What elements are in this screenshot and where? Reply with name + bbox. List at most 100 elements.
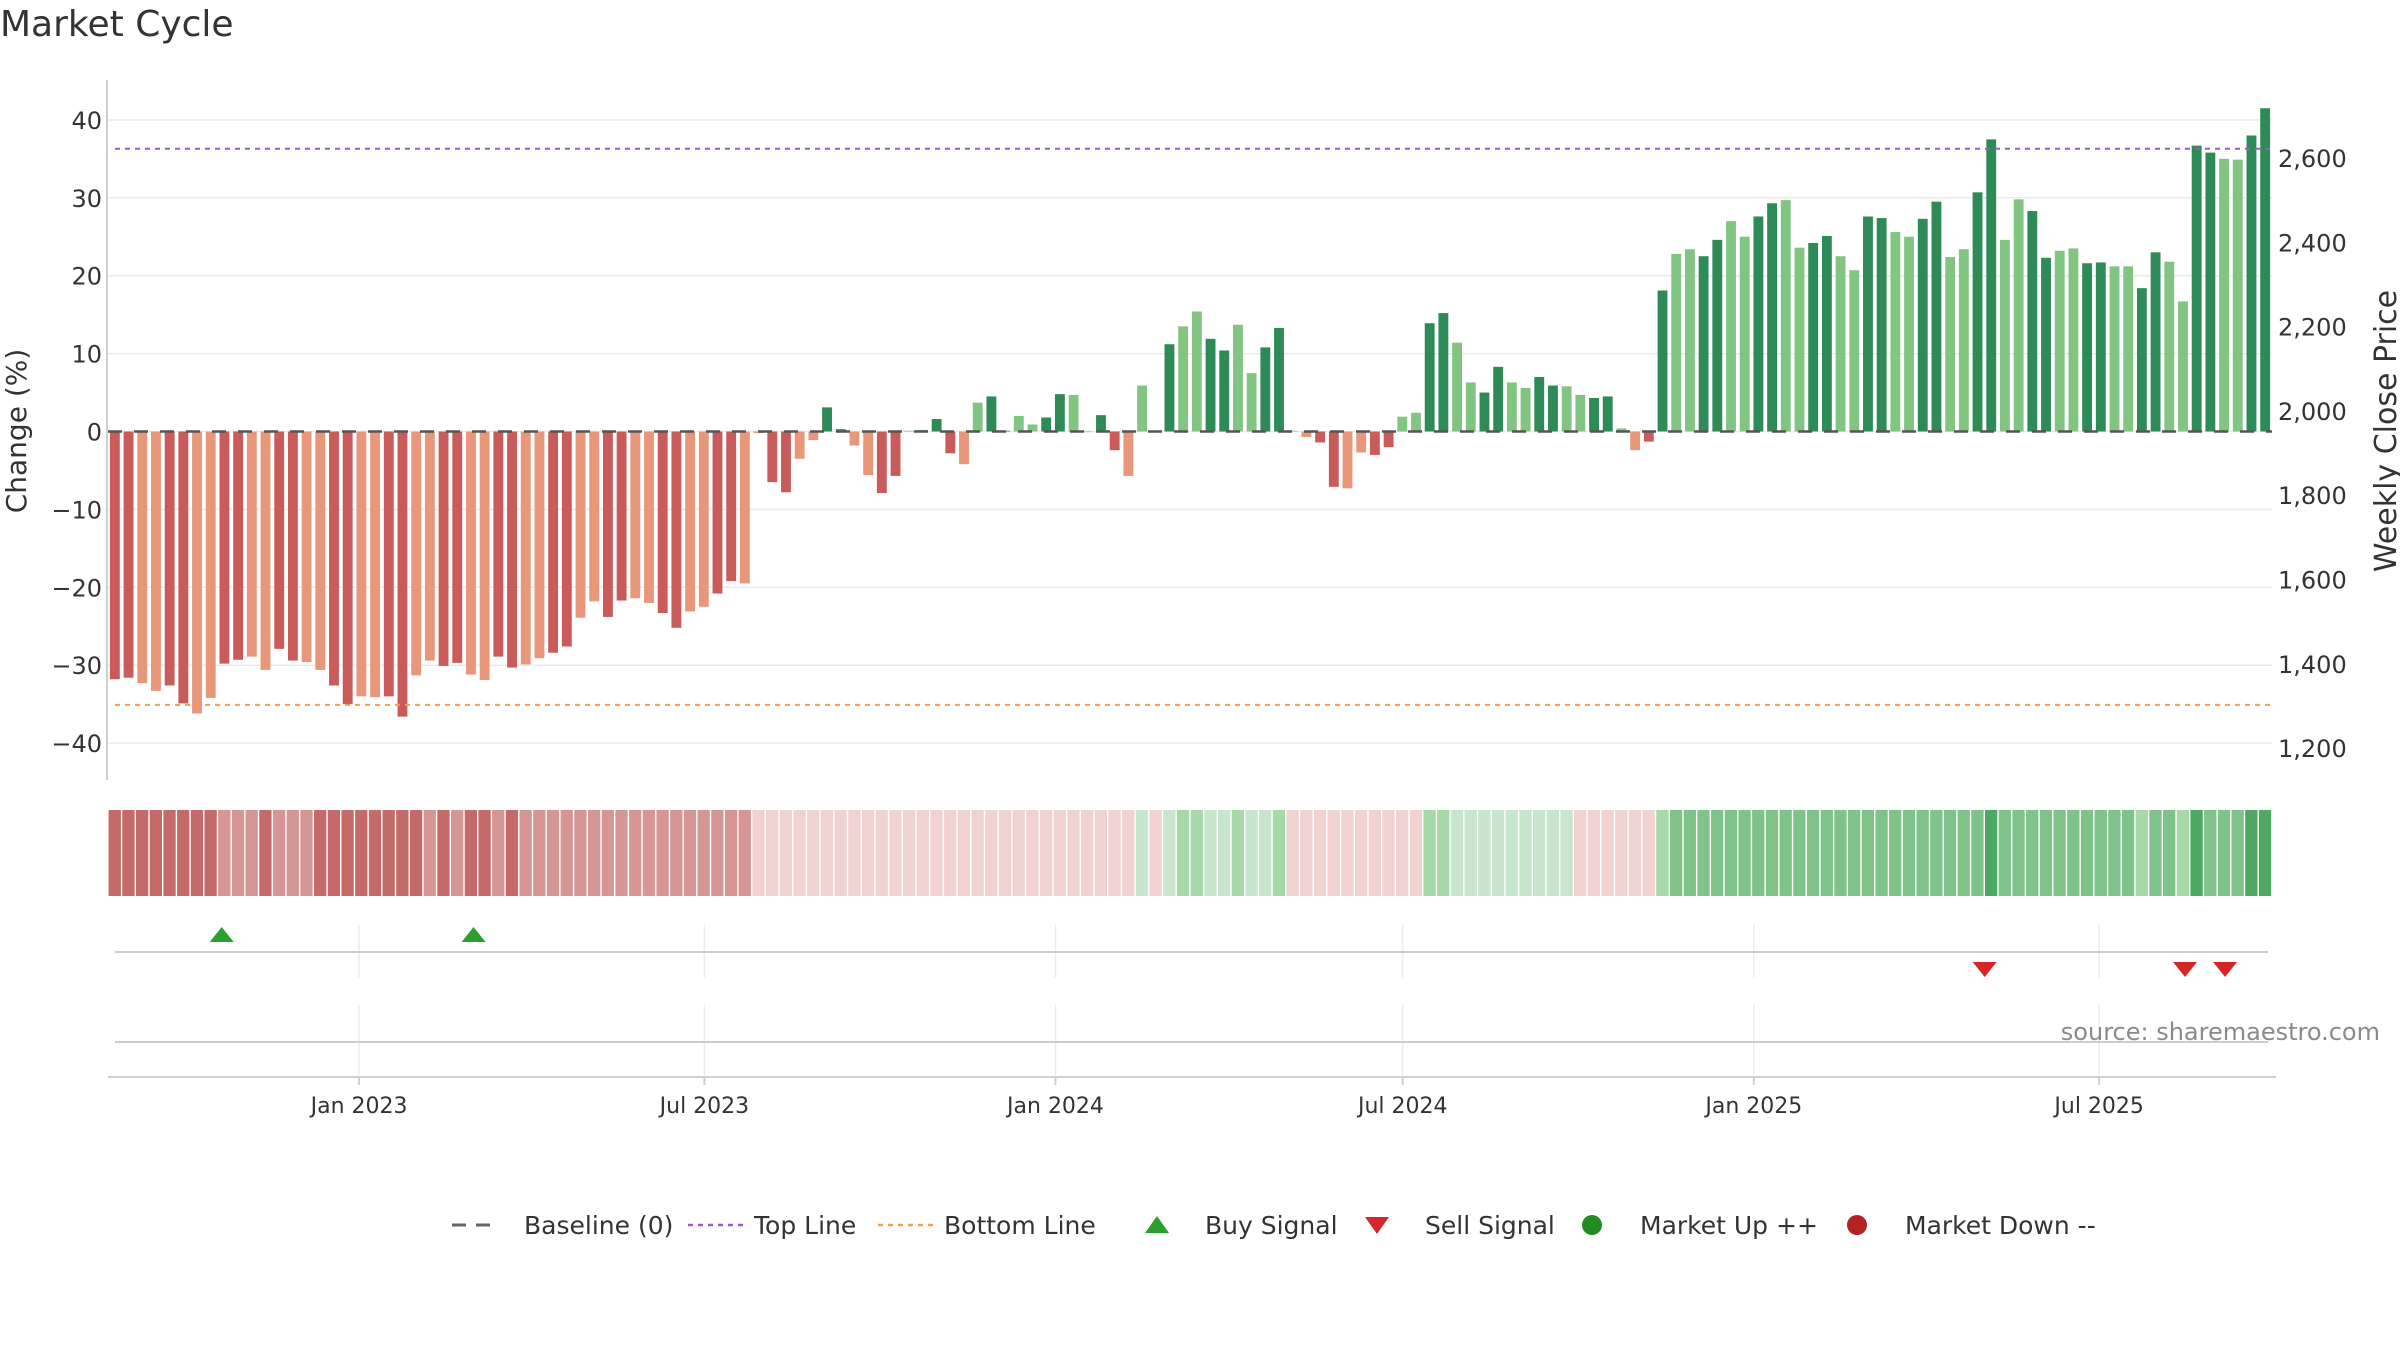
bar xyxy=(1986,139,1997,432)
bar xyxy=(1753,216,1764,432)
regime-cell xyxy=(1984,810,1998,896)
regime-cell xyxy=(492,810,505,896)
regime-cell xyxy=(724,810,738,896)
bar xyxy=(2205,152,2216,432)
bar xyxy=(630,431,641,599)
bar xyxy=(192,431,202,714)
bar xyxy=(1411,412,1421,432)
bar xyxy=(1178,326,1189,432)
bar xyxy=(1616,428,1627,432)
regime-cell xyxy=(1656,810,1669,896)
bar xyxy=(507,431,517,668)
bar xyxy=(781,431,791,493)
regime-cell xyxy=(711,810,724,896)
bar xyxy=(151,431,161,691)
regime-cell xyxy=(902,810,916,896)
bar xyxy=(452,431,463,663)
bar xyxy=(1397,416,1408,432)
bar xyxy=(863,431,874,476)
regime-cell xyxy=(2080,810,2094,896)
regime-cell xyxy=(779,810,793,896)
regime-cell xyxy=(245,810,258,896)
bar xyxy=(1260,347,1271,432)
regime-cell xyxy=(177,810,190,896)
regime-cell xyxy=(944,810,957,896)
bar xyxy=(356,431,367,697)
bar xyxy=(712,431,723,594)
regime-cell xyxy=(423,810,436,896)
regime-cell xyxy=(546,810,560,896)
regime-cell xyxy=(108,810,121,896)
x-tick-label: Jan 2024 xyxy=(1005,1094,1104,1119)
regime-cell xyxy=(1752,810,1765,896)
regime-cell xyxy=(1779,810,1792,896)
regime-cell xyxy=(218,810,231,896)
bar xyxy=(1082,431,1093,433)
x-tick-label: Jan 2023 xyxy=(309,1094,408,1119)
regime-cell xyxy=(1272,810,1286,896)
bar xyxy=(274,431,285,649)
legend-label: Buy Signal xyxy=(1205,1211,1338,1240)
bar xyxy=(1739,236,1750,432)
bar xyxy=(1438,313,1449,432)
legend-label: Baseline (0) xyxy=(524,1211,673,1240)
bar xyxy=(438,431,449,666)
regime-cell xyxy=(1765,810,1779,896)
legend-item: Market Down -- xyxy=(1847,1211,2096,1240)
bar xyxy=(1191,311,1202,432)
buy-signal-marker xyxy=(209,927,234,942)
regime-cell xyxy=(1464,810,1477,896)
regime-cell xyxy=(1669,810,1683,896)
regime-cell xyxy=(2163,810,2176,896)
regime-cell xyxy=(2217,810,2231,896)
regime-cell xyxy=(1368,810,1381,896)
regime-cell xyxy=(957,810,971,896)
regime-cell xyxy=(1560,810,1573,896)
regime-cell xyxy=(1437,810,1450,896)
bar xyxy=(972,402,983,432)
bar xyxy=(931,419,942,432)
bar xyxy=(466,431,476,675)
bar xyxy=(2082,263,2093,432)
y-right-tick-label: 1,200 xyxy=(2278,735,2347,763)
bar xyxy=(1123,431,1134,476)
bar xyxy=(1068,394,1079,432)
y-right-tick-label: 2,200 xyxy=(2278,314,2347,342)
regime-cell xyxy=(2026,810,2039,896)
regime-cell xyxy=(135,810,149,896)
bar xyxy=(849,431,860,446)
regime-cell xyxy=(451,810,464,896)
bar xyxy=(1205,338,1216,432)
bar xyxy=(2027,211,2038,432)
regime-cell xyxy=(2149,810,2162,896)
y-tick-label: 20 xyxy=(71,263,102,291)
regime-cell xyxy=(286,810,299,896)
legend-item: Market Up ++ xyxy=(1582,1211,1818,1240)
regime-cell xyxy=(368,810,382,896)
bar xyxy=(493,431,504,657)
bar xyxy=(397,431,408,717)
bar xyxy=(1876,218,1887,432)
regime-cell xyxy=(1217,810,1231,896)
bar xyxy=(287,431,298,661)
bar xyxy=(644,431,654,603)
bar xyxy=(1767,203,1778,432)
bar xyxy=(1164,344,1175,432)
regime-cell xyxy=(149,810,162,896)
legend-item: Buy Signal xyxy=(1145,1211,1338,1240)
regime-cell xyxy=(1505,810,1518,896)
bar xyxy=(178,431,189,704)
regime-cell xyxy=(2258,810,2272,896)
x-tick-label: Jul 2025 xyxy=(2052,1094,2144,1119)
bar xyxy=(548,431,559,653)
bar xyxy=(1958,249,1969,432)
legend-swatch xyxy=(1582,1215,1602,1235)
bar xyxy=(1493,366,1504,432)
regime-cell xyxy=(807,810,820,896)
regime-cell xyxy=(2135,810,2148,896)
regime-cell xyxy=(670,810,683,896)
bar xyxy=(2123,266,2134,432)
bar xyxy=(685,431,696,612)
regime-cell xyxy=(259,810,272,896)
